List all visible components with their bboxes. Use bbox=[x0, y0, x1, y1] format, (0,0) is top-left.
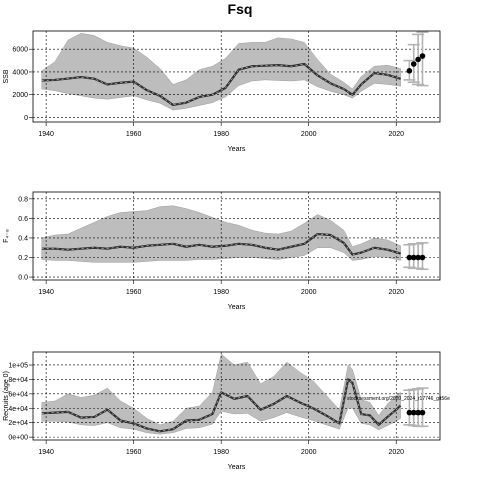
forecast-point bbox=[415, 56, 421, 63]
y-tick-label: 2e+04 bbox=[8, 420, 28, 427]
y-tick-label: 2000 bbox=[12, 92, 28, 99]
forecast-point bbox=[419, 254, 426, 261]
y-tick-label: 1e+05 bbox=[8, 362, 28, 369]
y-tick-label: 4000 bbox=[12, 69, 28, 76]
y-tick-label: 4e+04 bbox=[8, 406, 28, 413]
y-tick-label: 0.2 bbox=[18, 255, 28, 262]
y-axis-label: SSB bbox=[3, 69, 10, 83]
ssb-plot-frame bbox=[32, 30, 441, 123]
panel-f: 1940 1960 1980 2000 2020 0.0 0.2 0.4 0.6 0.8 Years… bbox=[3, 191, 441, 311]
f-plot-frame bbox=[32, 191, 441, 281]
forecast-point bbox=[419, 409, 426, 416]
forecast-point bbox=[410, 61, 417, 67]
x-tick-label: 1980 bbox=[213, 449, 229, 456]
x-tick-label: 2000 bbox=[301, 449, 317, 456]
x-axis-label: Years bbox=[228, 304, 246, 311]
x-tick-label: 1960 bbox=[126, 131, 142, 138]
x-tick-label: 1940 bbox=[38, 289, 54, 296]
y-tick-label: 0.0 bbox=[18, 275, 28, 282]
forecast-point bbox=[410, 254, 417, 261]
y-tick-label: 6e+04 bbox=[8, 391, 28, 398]
recruits-plot-frame bbox=[32, 351, 441, 441]
y-axis-label: F₄₋₈ bbox=[3, 229, 10, 243]
forecast-point bbox=[419, 53, 426, 59]
y-tick-label: 8e+04 bbox=[8, 377, 28, 384]
forecast-point bbox=[415, 254, 421, 261]
y-tick-label: 0.4 bbox=[18, 235, 28, 242]
x-tick-label: 1980 bbox=[213, 289, 229, 296]
source-annotation: stocksessment.org/2020_2024_r17746_git56… bbox=[347, 396, 450, 402]
x-tick-label: 2000 bbox=[301, 131, 317, 138]
y-tick-label: 0.6 bbox=[18, 216, 28, 223]
x-tick-label: 1940 bbox=[38, 131, 54, 138]
forecast-point bbox=[406, 409, 413, 416]
x-tick-label: 2020 bbox=[388, 289, 404, 296]
y-axis-label: Recruits (age 0) bbox=[3, 371, 10, 421]
x-tick-label: 1980 bbox=[213, 131, 229, 138]
panel-ssb: 1940 1960 1980 2000 2020 0 2000 4000 6000 Years SS… bbox=[3, 30, 441, 153]
forecast-point bbox=[415, 409, 421, 416]
x-tick-label: 1960 bbox=[126, 289, 142, 296]
panel-recruits: 1940 1960 1980 2000 2020 0e+00 2e+04 4e+04 6e+04… bbox=[3, 351, 450, 471]
recruits-median-dash bbox=[41, 378, 401, 432]
f-median-dash bbox=[41, 233, 401, 255]
x-tick-label: 1940 bbox=[38, 449, 54, 456]
x-axis-label: Years bbox=[228, 464, 246, 471]
x-axis-label: Years bbox=[228, 146, 246, 153]
y-tick-label: 0.8 bbox=[18, 196, 28, 203]
x-tick-label: 1960 bbox=[126, 449, 142, 456]
y-tick-label: 0 bbox=[24, 115, 28, 122]
forecast-point bbox=[406, 68, 413, 74]
x-tick-label: 2020 bbox=[388, 131, 404, 138]
figure-title: Fsq bbox=[228, 1, 253, 17]
y-tick-label: 6000 bbox=[12, 47, 28, 54]
y-tick-label: 0e+00 bbox=[8, 435, 28, 442]
x-tick-label: 2000 bbox=[301, 289, 317, 296]
forecast-point bbox=[410, 409, 417, 416]
x-tick-label: 2020 bbox=[388, 449, 404, 456]
ssb-median-dash bbox=[41, 63, 401, 106]
forecast-point bbox=[406, 254, 413, 261]
